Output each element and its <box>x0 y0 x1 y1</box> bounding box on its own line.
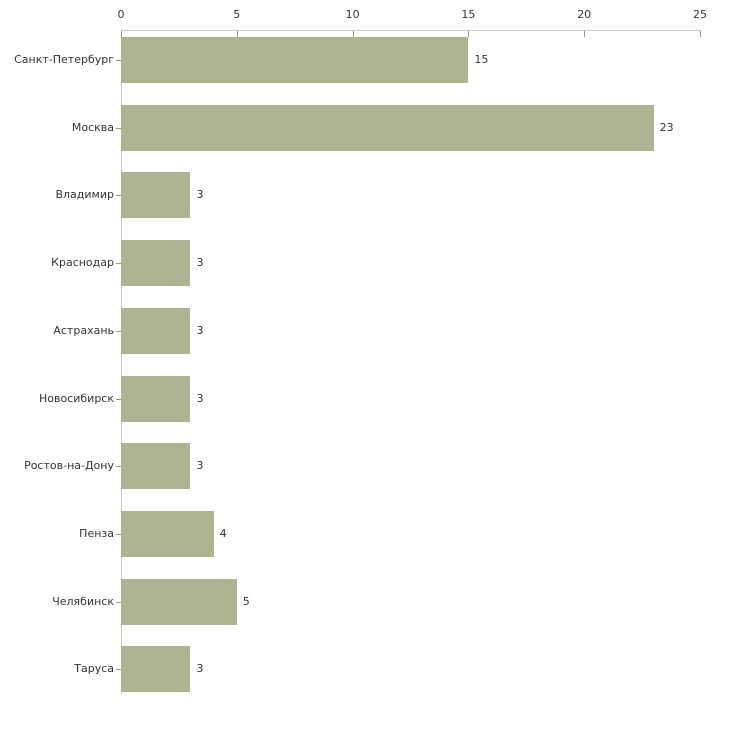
x-axis-tick <box>468 31 470 37</box>
bar[interactable] <box>121 375 191 422</box>
bar[interactable] <box>121 104 654 151</box>
bar-value-label: 3 <box>196 662 204 676</box>
y-axis-category-label: Краснодар <box>51 256 114 270</box>
x-axis-tick <box>700 31 701 37</box>
x-axis-tick-label: 15 <box>461 8 476 21</box>
y-axis-category-label: Ростов-на-Дону <box>24 459 114 473</box>
x-axis-tick-label: 10 <box>345 8 360 21</box>
x-axis-tick <box>352 31 354 37</box>
y-axis-tick <box>116 330 121 332</box>
y-axis-category-label: Новосибирск <box>38 391 114 405</box>
y-axis-tick <box>116 601 121 603</box>
x-axis-tick <box>236 31 238 37</box>
y-axis-tick <box>116 60 121 61</box>
bar[interactable] <box>121 578 237 625</box>
bar-value-label: 3 <box>196 391 204 405</box>
bar[interactable] <box>121 172 191 219</box>
y-axis-category-label: Пенза <box>79 526 114 540</box>
bar[interactable] <box>121 307 191 354</box>
x-axis-tick-label: 5 <box>233 8 241 21</box>
x-axis-tick <box>584 31 586 37</box>
bar[interactable] <box>121 240 191 287</box>
bar-value-label: 3 <box>196 459 204 473</box>
x-axis-tick-label: 0 <box>117 8 125 21</box>
bar[interactable] <box>121 443 191 490</box>
y-axis-tick <box>116 466 121 468</box>
y-axis-line <box>121 31 122 693</box>
y-axis-category-label: Москва <box>71 120 114 134</box>
bar-value-label: 4 <box>219 526 227 540</box>
y-axis-category-label: Владимир <box>55 188 114 202</box>
x-axis-tick-label: 20 <box>577 8 592 21</box>
bar-value-label: 3 <box>196 188 204 202</box>
y-axis-tick <box>116 127 121 129</box>
y-axis-tick <box>116 533 121 535</box>
y-axis-category-label: Санкт-Петербург <box>14 53 114 66</box>
y-axis-tick <box>116 398 121 400</box>
x-axis-tick <box>121 31 122 37</box>
bar[interactable] <box>121 646 191 693</box>
x-axis-tick-label: 25 <box>693 8 707 21</box>
y-axis-category-label: Таруса <box>74 662 114 676</box>
y-axis-tick <box>116 195 121 197</box>
bar[interactable] <box>121 510 214 557</box>
y-axis-category-label: Челябинск <box>52 594 114 608</box>
bar-value-label: 23 <box>659 120 674 134</box>
bar-value-label: 5 <box>242 594 250 608</box>
x-axis-line <box>121 30 701 31</box>
bar-value-label: 3 <box>196 256 204 270</box>
y-axis-category-label: Астрахань <box>53 323 114 337</box>
bar-value-label: 3 <box>196 323 204 337</box>
y-axis-tick <box>116 263 121 265</box>
bar[interactable] <box>121 37 469 83</box>
y-axis-tick <box>116 669 121 671</box>
bar-value-label: 15 <box>474 53 489 66</box>
